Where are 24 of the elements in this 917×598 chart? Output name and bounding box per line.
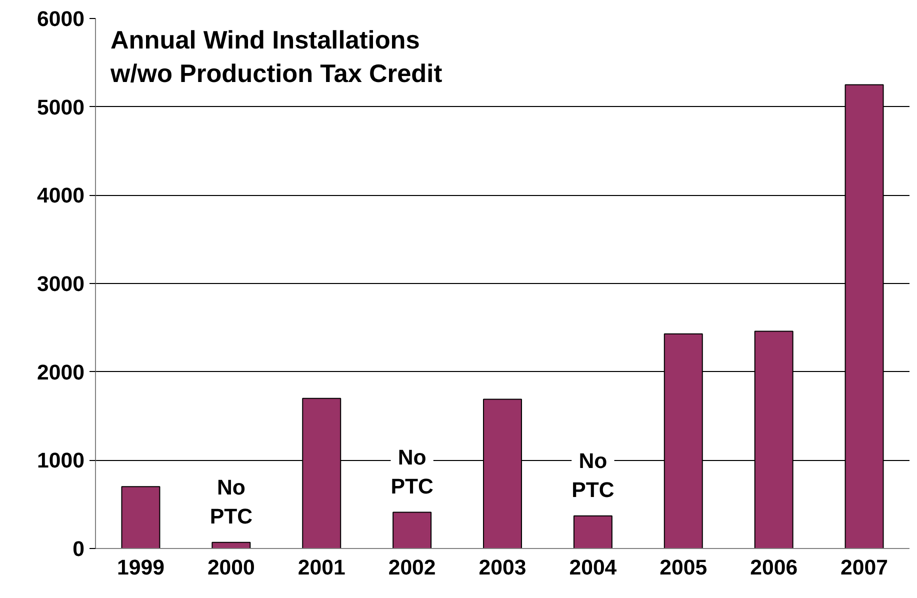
y-tick-label: 0	[72, 537, 85, 561]
x-tick-label: 2000	[207, 556, 255, 580]
x-tick-label: 2001	[298, 556, 346, 580]
x-tick-label: 1999	[117, 556, 165, 580]
annotation: No PTC	[390, 445, 434, 498]
bar	[573, 515, 612, 548]
x-tick-label: 2003	[478, 556, 526, 580]
bar	[392, 512, 432, 548]
annotation: No PTC	[210, 476, 253, 528]
x-tick-label: 2002	[388, 556, 436, 580]
bar	[121, 486, 160, 548]
y-tick-label: 2000	[37, 360, 85, 384]
annotation: No PTC	[572, 449, 614, 502]
y-tick-label: 4000	[37, 184, 85, 208]
x-tick-label: 2005	[660, 556, 708, 580]
x-tick-label: 2006	[750, 556, 798, 580]
x-tick-label: 2004	[569, 556, 617, 580]
y-tick-label: 1000	[37, 448, 85, 473]
x-tick-label: 2007	[840, 556, 888, 580]
y-tick-label: 3000	[37, 272, 85, 296]
y-tick-label: 5000	[37, 95, 85, 120]
y-tick-label: 6000	[37, 7, 85, 31]
bar	[212, 542, 251, 548]
text: Annual Wind Installations w/wo Production Tax Credit	[110, 26, 443, 88]
